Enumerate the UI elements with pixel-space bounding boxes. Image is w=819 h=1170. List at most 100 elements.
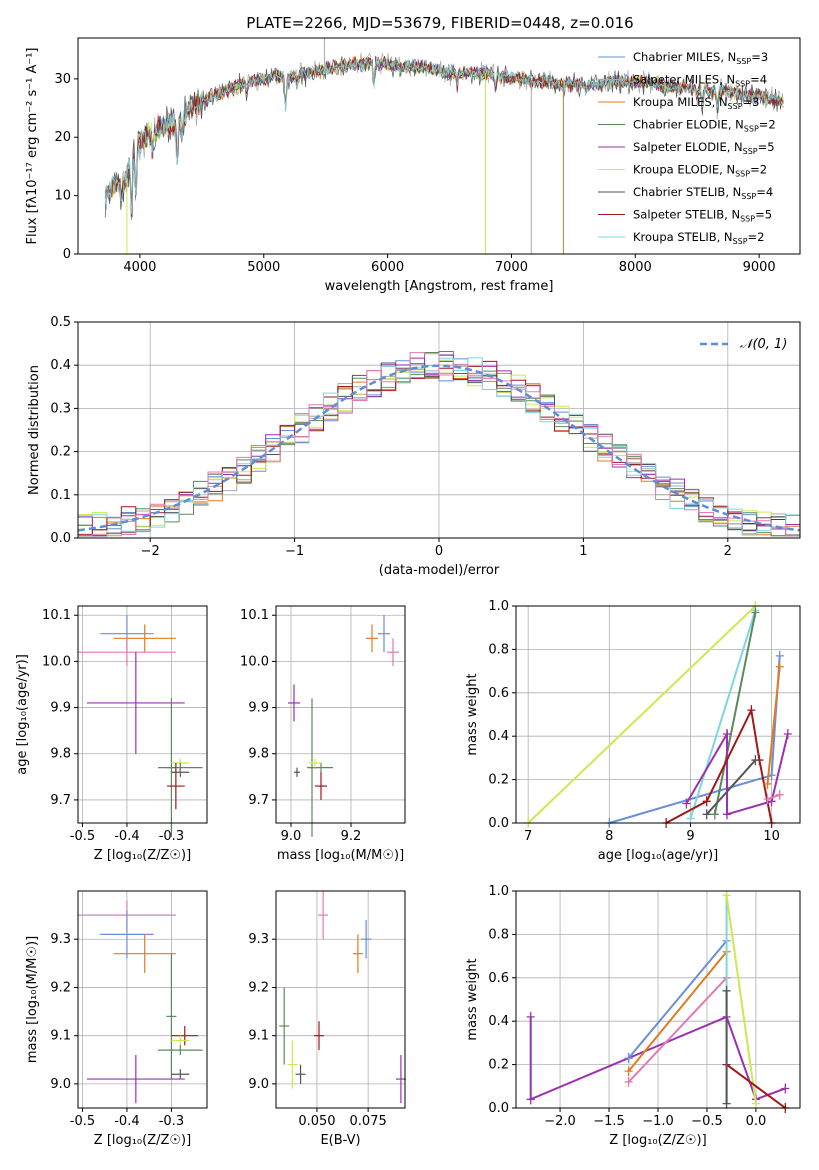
y-tick-label: 0.0 [488, 1101, 509, 1116]
y-tick-label: 9.3 [50, 932, 71, 947]
y-tick-label: 9.1 [50, 1029, 71, 1044]
x-tick-label: 0 [435, 544, 443, 559]
errorbar-point-5 [171, 1035, 190, 1046]
weight-line-8 [705, 759, 757, 815]
y-axis-label: mass [log₁₀(M/M☉)] [25, 936, 40, 1063]
y-axis-label: mass weight [465, 673, 480, 755]
mass-vs-metallicity-panel: -0.5 -0.4 -0.3 9.0 9.1 9.2 9.3 Z [log₁₀(Z/Z☉)] m… [25, 890, 208, 1148]
spectrum-panel: 4000 5000 6000 7000 8000 9000 0 10 20 30 Chabrier … [25, 37, 801, 294]
legend-label-4: Salpeter ELODIE, NSSP=5 [633, 140, 775, 156]
errorbar-point-7 [158, 762, 203, 773]
weight-line-2 [689, 610, 757, 819]
x-tick-label: 6000 [371, 260, 404, 275]
y-axis-label: age [log₁₀(age/yr)] [15, 654, 30, 775]
weight-marker-7-0 [722, 985, 731, 996]
normal-curve [77, 364, 801, 532]
weight-marker-5-0 [722, 890, 731, 901]
y-tick-label: 9.0 [248, 1077, 269, 1092]
y-tick-label: 9.8 [248, 747, 269, 762]
x-tick-label: −2.0 [544, 1114, 576, 1129]
errorbar-point-4 [314, 1021, 324, 1051]
legend-label-2: Kroupa MILES, NSSP=3 [633, 95, 759, 111]
y-axis-label: Flux [fλ10⁻¹⁷ erg cm⁻² s⁻¹ A⁻¹] [25, 48, 40, 245]
x-tick-label: 0.050 [298, 1114, 335, 1129]
legend-subscript: SSP [744, 125, 759, 134]
x-tick-label: -0.3 [159, 1114, 184, 1129]
weight-vs-metallicity-panel: −2.0 −1.5 −1.0 −0.5 0.0 0.0 0.2 0.4 0.6 0.8 1.0 Z [… [465, 884, 801, 1148]
spectrum-line-6 [104, 56, 784, 220]
y-axis-label: Normed distribution [27, 365, 42, 495]
weight-marker-8-0 [702, 809, 711, 820]
x-tick-label: 8000 [619, 260, 652, 275]
y-tick-label: 9.9 [50, 701, 71, 716]
legend-suffix: =3 [743, 95, 760, 109]
legend-name: Kroupa MILES, N [633, 95, 728, 109]
errorbar-point-0 [318, 891, 329, 940]
legend-label-0: Chabrier MILES, NSSP=3 [633, 50, 768, 66]
weight-marker-4-4 [783, 729, 792, 740]
weight-marker-1-2 [775, 650, 784, 661]
mass-vs-extinction-panel: 0.050 0.075 9.0 9.1 9.2 9.3 E(B-V) [248, 890, 406, 1148]
histogram-step-9 [78, 352, 800, 537]
weight-marker-7-1 [722, 1098, 731, 1109]
weight-marker-6-1 [775, 661, 784, 672]
errorbar-point-6 [309, 758, 321, 768]
weight-marker-3-0 [624, 1076, 633, 1087]
errorbar-point-7 [294, 767, 300, 777]
errorbar-point-3 [166, 953, 177, 1080]
axes-frame [515, 890, 801, 1109]
weight-line-7 [767, 793, 781, 801]
y-tick-label: 0.4 [50, 358, 71, 373]
legend-subscript: SSP [735, 170, 750, 179]
y-tick-label: 0.6 [488, 686, 509, 701]
weight-marker-3-0 [710, 809, 719, 820]
x-tick-label: -0.4 [114, 1114, 139, 1129]
weight-line-0 [529, 1015, 786, 1101]
axes-frame [77, 37, 801, 255]
y-tick-label: 10.0 [42, 654, 71, 669]
legend-suffix: =2 [750, 163, 767, 177]
x-axis-label: wavelength [Angstrom, rest frame] [325, 279, 554, 294]
errorbar-point-6 [295, 1064, 306, 1084]
errorbar-point-7 [171, 1069, 190, 1080]
legend-subscript: SSP [736, 57, 751, 66]
legend-suffix: =4 [756, 185, 773, 199]
y-tick-label: 0.2 [488, 1058, 509, 1073]
errorbar-point-6 [158, 1045, 203, 1056]
weight-marker-5-1 [751, 1098, 760, 1109]
axes-frame [77, 890, 208, 1109]
y-tick-label: 0.2 [488, 773, 509, 788]
legend-subscript: SSP [740, 215, 755, 224]
y-tick-label: 9.0 [50, 1077, 71, 1092]
legend-subscript: SSP [735, 80, 750, 89]
axes-frame [77, 605, 208, 824]
errorbar-point-2 [113, 934, 176, 973]
weight-vs-age-panel: 7 8 9 10 0.0 0.2 0.4 0.6 0.8 1.0 age [log₁₀(age/yr… [465, 599, 801, 863]
y-tick-label: 10.1 [42, 608, 71, 623]
y-tick-label: 0.2 [50, 445, 71, 460]
axes-frame [515, 605, 801, 824]
x-axis-label: Z [log₁₀(Z/Z☉)] [94, 848, 191, 863]
legend-label-7: Salpeter STELIB, NSSP=5 [633, 208, 772, 224]
x-tick-label: 5000 [247, 260, 280, 275]
legend-name: Kroupa ELODIE, N [633, 163, 735, 177]
age-vs-metallicity-panel: -0.5 -0.4 -0.39.79.89.910.010.1Z [log₁₀(Z/… [15, 605, 208, 863]
legend-name: Chabrier ELODIE, N [633, 118, 744, 132]
legend-suffix: =2 [748, 230, 765, 244]
x-tick-label: 4000 [123, 260, 156, 275]
y-tick-label: 10 [54, 189, 71, 204]
y-tick-label: 0.0 [488, 816, 509, 831]
weight-marker-1-0 [624, 1053, 633, 1064]
errorbar-point-3 [279, 987, 290, 1065]
errorbar-point-8 [315, 772, 327, 800]
y-tick-label: 9.7 [50, 793, 71, 808]
spectrum-line-8 [104, 57, 784, 215]
weight-marker-4-0 [682, 798, 691, 809]
y-tick-label: 10.0 [240, 654, 269, 669]
errorbar-point-0 [378, 615, 390, 653]
y-tick-label: 0.4 [488, 1014, 509, 1029]
legend-label-1: Salpeter MILES, NSSP=4 [633, 73, 767, 89]
y-tick-label: 9.1 [248, 1029, 269, 1044]
y-tick-label: 1.0 [488, 884, 509, 899]
